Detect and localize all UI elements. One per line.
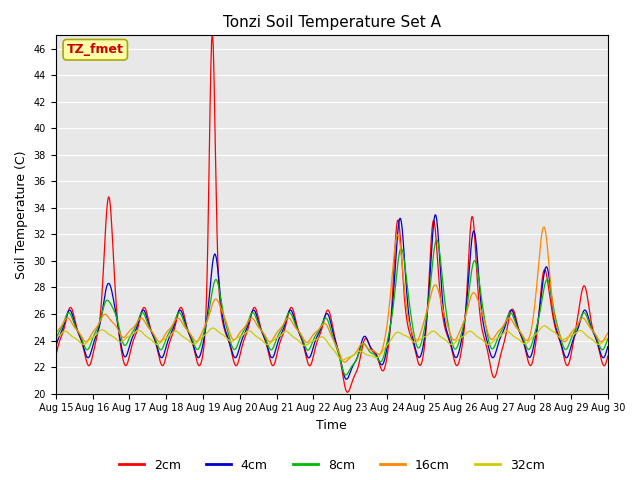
2cm	[175, 309, 182, 314]
32cm	[204, 329, 212, 335]
16cm	[604, 330, 612, 336]
8cm	[604, 336, 612, 342]
32cm	[400, 332, 408, 338]
Line: 4cm: 4cm	[56, 215, 608, 379]
Title: Tonzi Soil Temperature Set A: Tonzi Soil Temperature Set A	[223, 15, 441, 30]
8cm	[175, 310, 182, 316]
2cm	[604, 353, 612, 359]
8cm	[62, 314, 70, 320]
8cm	[204, 313, 212, 319]
16cm	[175, 315, 182, 321]
2cm	[401, 294, 408, 300]
Line: 32cm: 32cm	[56, 326, 608, 360]
32cm	[540, 323, 548, 329]
32cm	[62, 328, 70, 334]
X-axis label: Time: Time	[316, 419, 347, 432]
8cm	[342, 372, 350, 378]
Line: 8cm: 8cm	[56, 240, 608, 375]
2cm	[209, 30, 216, 36]
16cm	[52, 330, 60, 336]
16cm	[540, 224, 548, 230]
Line: 16cm: 16cm	[56, 227, 608, 362]
Y-axis label: Soil Temperature (C): Soil Temperature (C)	[15, 150, 28, 279]
16cm	[416, 333, 424, 339]
Line: 2cm: 2cm	[56, 33, 608, 392]
32cm	[416, 337, 424, 343]
32cm	[175, 330, 182, 336]
2cm	[417, 362, 424, 368]
4cm	[431, 212, 439, 218]
4cm	[604, 344, 612, 349]
4cm	[343, 376, 351, 382]
32cm	[604, 335, 612, 341]
4cm	[175, 309, 182, 314]
8cm	[400, 253, 408, 259]
32cm	[52, 335, 60, 341]
32cm	[339, 357, 347, 363]
2cm	[119, 354, 127, 360]
8cm	[52, 336, 60, 342]
2cm	[204, 240, 212, 245]
4cm	[62, 316, 70, 322]
4cm	[400, 243, 408, 249]
4cm	[52, 344, 60, 349]
16cm	[204, 316, 212, 322]
2cm	[52, 353, 60, 359]
8cm	[119, 339, 127, 345]
Legend: 2cm, 4cm, 8cm, 16cm, 32cm: 2cm, 4cm, 8cm, 16cm, 32cm	[114, 454, 550, 477]
32cm	[119, 338, 127, 344]
2cm	[344, 389, 351, 395]
4cm	[204, 309, 212, 314]
2cm	[62, 319, 70, 324]
16cm	[119, 335, 127, 340]
16cm	[62, 316, 70, 322]
4cm	[416, 354, 424, 360]
16cm	[400, 277, 408, 283]
8cm	[433, 237, 440, 242]
Text: TZ_fmet: TZ_fmet	[67, 43, 124, 56]
8cm	[416, 344, 424, 350]
4cm	[119, 349, 127, 355]
16cm	[340, 360, 348, 365]
